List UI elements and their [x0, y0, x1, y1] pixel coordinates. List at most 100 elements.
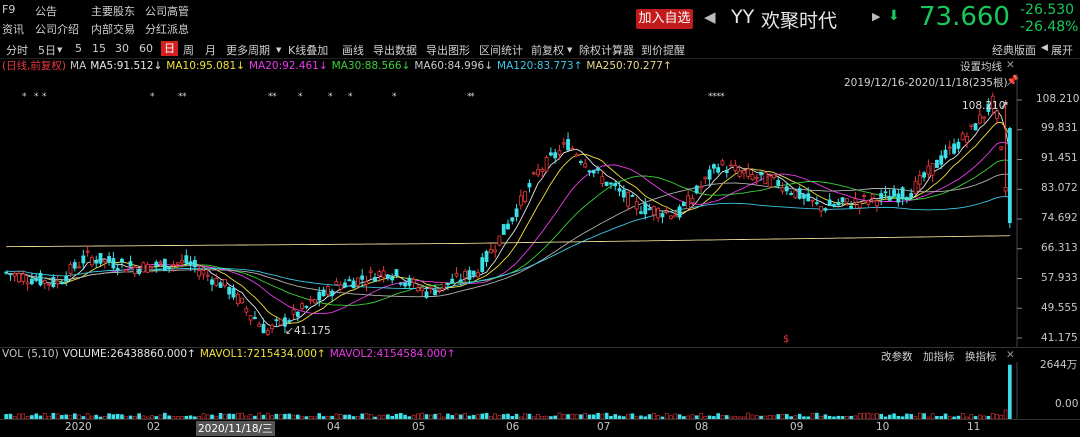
candle-body[interactable] — [261, 323, 266, 334]
candle-body[interactable] — [253, 316, 257, 320]
candle-body[interactable] — [111, 258, 116, 269]
event-marker[interactable]: * — [328, 92, 333, 102]
candle-body[interactable] — [115, 268, 120, 271]
candle-body[interactable] — [716, 167, 721, 173]
candle-body[interactable] — [351, 280, 356, 289]
candle-body[interactable] — [270, 324, 274, 330]
candle-body[interactable] — [630, 195, 635, 197]
candle-body[interactable] — [231, 288, 236, 298]
candle-body[interactable] — [175, 262, 180, 265]
candle-body[interactable] — [784, 186, 789, 192]
expand-button[interactable]: 展开 — [1051, 44, 1073, 57]
event-marker[interactable]: * — [272, 92, 277, 102]
candle-body[interactable] — [780, 187, 785, 192]
candle-body[interactable] — [960, 133, 965, 141]
candle-body[interactable] — [480, 257, 485, 272]
candle-body[interactable] — [94, 260, 99, 264]
event-marker[interactable]: * — [182, 92, 187, 102]
candle-body[interactable] — [154, 261, 159, 267]
more-periods-dropdown-icon[interactable]: ▼ — [276, 46, 282, 54]
candle-body[interactable] — [471, 270, 476, 276]
candle-body[interactable] — [922, 172, 926, 178]
candle-body[interactable] — [647, 208, 652, 211]
candle-body[interactable] — [789, 193, 793, 195]
candle-body[interactable] — [433, 289, 437, 296]
candle-body[interactable] — [707, 169, 712, 180]
candle-body[interactable] — [887, 196, 892, 201]
candle-body[interactable] — [381, 270, 386, 278]
candle-body[interactable] — [977, 114, 982, 124]
candle-body[interactable] — [51, 277, 56, 288]
candle-body[interactable] — [107, 256, 111, 263]
tab-more-periods[interactable]: 更多周期 — [226, 44, 270, 57]
candle-body[interactable] — [428, 286, 433, 289]
candle-body[interactable] — [321, 289, 326, 297]
candle-body[interactable] — [132, 266, 137, 274]
candle-body[interactable] — [664, 211, 669, 213]
switch-indicator-button[interactable]: 换指标 — [965, 351, 997, 363]
adjust-dropdown-icon[interactable]: ▼ — [567, 46, 573, 54]
candle-body[interactable] — [450, 278, 455, 284]
candle-body[interactable] — [60, 282, 64, 285]
candle-body[interactable] — [390, 276, 395, 281]
candle-body[interactable] — [488, 249, 493, 254]
change-params-button[interactable]: 改参数 — [881, 351, 913, 363]
candle-body[interactable] — [536, 169, 540, 176]
candle-body[interactable] — [561, 142, 566, 145]
candle-body[interactable] — [639, 211, 643, 214]
candle-body[interactable] — [467, 270, 472, 280]
candle-body[interactable] — [124, 269, 129, 273]
candle-body[interactable] — [12, 273, 17, 277]
candle-body[interactable] — [192, 259, 197, 268]
candle-body[interactable] — [827, 199, 832, 206]
candle-body[interactable] — [819, 206, 824, 212]
candle-body[interactable] — [484, 251, 489, 262]
candle-body[interactable] — [956, 141, 961, 149]
candle-body[interactable] — [441, 282, 446, 289]
nav-news[interactable]: 资讯 — [2, 23, 24, 36]
event-marker[interactable]: * — [178, 92, 183, 102]
candle-body[interactable] — [38, 272, 43, 286]
candle-body[interactable] — [574, 153, 579, 157]
candle-body[interactable] — [579, 161, 583, 163]
range-statistics-button[interactable]: 区间统计 — [479, 44, 523, 57]
candle-body[interactable] — [754, 176, 759, 179]
candle-body[interactable] — [926, 165, 931, 175]
volume-close-icon[interactable]: ✕ — [1006, 349, 1015, 361]
kline-overlay-button[interactable]: K线叠加 — [288, 44, 329, 57]
event-marker[interactable]: * — [150, 92, 155, 102]
event-marker[interactable]: * — [470, 92, 475, 102]
candle-body[interactable] — [287, 320, 292, 323]
candle-body[interactable] — [802, 194, 806, 199]
candle-body[interactable] — [25, 281, 30, 285]
candle-body[interactable] — [900, 187, 905, 200]
candle-body[interactable] — [772, 174, 776, 178]
candle-body[interactable] — [836, 201, 841, 206]
candle-body[interactable] — [295, 311, 300, 317]
candle-body[interactable] — [990, 95, 995, 109]
candle-body[interactable] — [763, 172, 768, 185]
candle-body[interactable] — [523, 191, 528, 202]
candle-body[interactable] — [205, 274, 210, 277]
candle-body[interactable] — [905, 197, 909, 201]
candle-body[interactable] — [150, 265, 154, 268]
candle-body[interactable] — [223, 278, 227, 287]
candle-body[interactable] — [720, 160, 725, 166]
classic-layout-button[interactable]: 经典版面 — [992, 44, 1036, 57]
candle-body[interactable] — [64, 275, 69, 282]
candle-body[interactable] — [857, 202, 862, 209]
candle-body[interactable] — [338, 284, 343, 290]
candle-body[interactable] — [746, 168, 751, 177]
candle-body[interactable] — [531, 172, 536, 175]
expand-arrow-icon[interactable]: ◀ — [1041, 43, 1048, 53]
candle-body[interactable] — [930, 163, 935, 176]
forward-adjusted-button[interactable]: 前复权 — [531, 44, 564, 57]
candle-body[interactable] — [210, 279, 214, 285]
event-marker[interactable]: * — [42, 92, 47, 102]
candle-body[interactable] — [1007, 128, 1012, 224]
candle-body[interactable] — [98, 253, 103, 264]
candle-body[interactable] — [214, 277, 219, 286]
candle-body[interactable] — [458, 279, 463, 282]
candle-body[interactable] — [257, 323, 262, 328]
candle-body[interactable] — [965, 136, 969, 143]
